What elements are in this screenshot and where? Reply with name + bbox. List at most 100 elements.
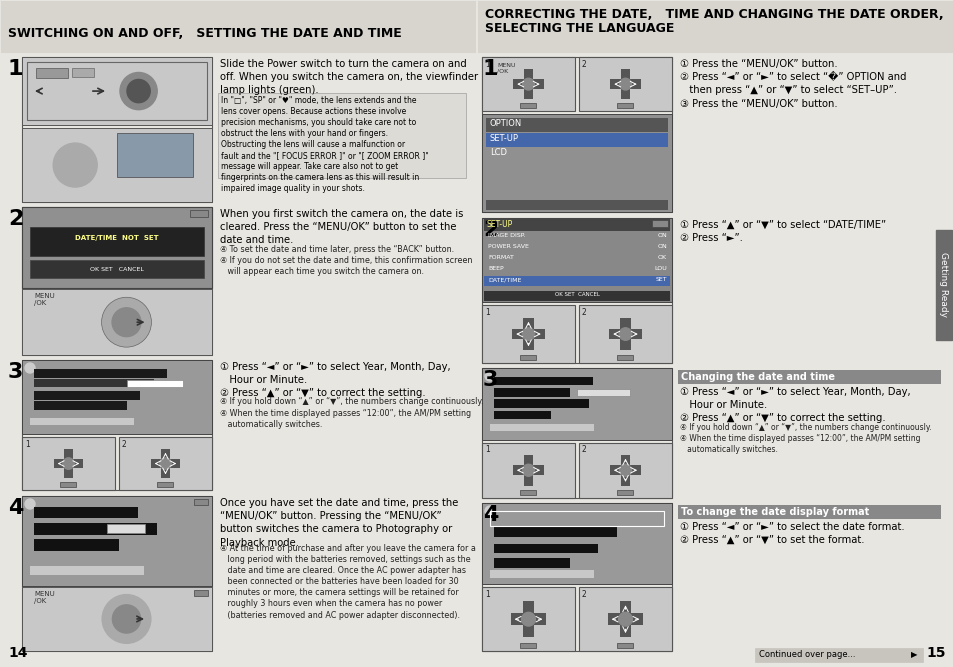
Bar [34, 507, 138, 518]
Bar [22, 360, 212, 434]
Bar [22, 57, 212, 125]
Bar [513, 79, 543, 89]
Text: 2: 2 [482, 220, 497, 240]
Text: 1: 1 [8, 59, 24, 79]
Text: Continued over page...: Continued over page... [759, 650, 855, 659]
Bar [485, 118, 667, 132]
Circle shape [484, 371, 495, 381]
Bar [485, 200, 667, 210]
Bar [610, 79, 640, 89]
Text: Once you have set the date and time, press the
“MENU/OK” button. Pressing the “M: Once you have set the date and time, pre… [220, 498, 457, 548]
Bar [481, 588, 575, 651]
Bar [22, 360, 212, 490]
Bar [481, 57, 671, 212]
Text: ① Press “▲” or “▼” to select “DATE/TIME”
② Press “►”.: ① Press “▲” or “▼” to select “DATE/TIME”… [679, 220, 885, 243]
Circle shape [159, 458, 171, 470]
Bar [678, 370, 940, 384]
Text: ④ To set the date and time later, press the “BACK” button.
④ If you do not set t: ④ To set the date and time later, press … [220, 245, 472, 275]
Text: ① Press “◄” or “►” to select the date format.
② Press “▲” or “▼” to set the form: ① Press “◄” or “►” to select the date fo… [679, 522, 903, 545]
Circle shape [59, 149, 91, 181]
Bar [481, 503, 671, 584]
Bar [193, 590, 208, 596]
Text: 4: 4 [482, 505, 497, 525]
Bar [494, 411, 551, 420]
Text: DATE/TIME  NOT  SET: DATE/TIME NOT SET [75, 235, 158, 241]
Text: ▶: ▶ [909, 650, 916, 659]
Bar [27, 62, 207, 120]
Bar [609, 466, 640, 476]
Bar [22, 496, 212, 586]
Bar [494, 377, 592, 385]
Bar [22, 437, 115, 490]
Bar [117, 133, 193, 177]
Circle shape [25, 499, 35, 509]
Text: ④ If you hold down “▲” or “▼”, the numbers change continuously.
④ When the time : ④ If you hold down “▲” or “▼”, the numbe… [220, 398, 483, 429]
Bar [619, 455, 630, 486]
Bar [481, 368, 671, 440]
Text: 2: 2 [122, 440, 127, 449]
Bar [22, 496, 212, 651]
Text: ON: ON [657, 233, 666, 238]
Text: 1: 1 [25, 440, 30, 449]
Bar [577, 389, 630, 396]
Bar [494, 528, 617, 537]
Bar [60, 482, 76, 487]
Bar [523, 318, 533, 350]
Text: ① Press “◄” or “►” to select Year, Month, Day,
   Hour or Minute.
② Press “▲” or: ① Press “◄” or “►” to select Year, Month… [679, 387, 910, 424]
Text: 1: 1 [482, 59, 498, 79]
Bar [34, 402, 127, 410]
Bar [483, 291, 669, 301]
Text: 2: 2 [581, 590, 586, 600]
Bar [481, 368, 671, 498]
Circle shape [618, 464, 631, 476]
Bar [34, 523, 157, 535]
Bar [617, 355, 633, 360]
Text: ① Press “◄” or “►” to select Year, Month, Day,
   Hour or Minute.
② Press “▲” or: ① Press “◄” or “►” to select Year, Month… [220, 362, 450, 398]
Bar [22, 587, 212, 651]
Circle shape [112, 307, 141, 337]
Text: 1: 1 [484, 60, 489, 69]
Bar [160, 449, 170, 478]
Circle shape [120, 73, 157, 109]
Circle shape [521, 612, 535, 626]
Text: OPTION: OPTION [490, 119, 521, 128]
Text: 2: 2 [581, 446, 586, 454]
Text: 1: 1 [484, 308, 489, 317]
Bar [578, 588, 671, 651]
Bar [490, 570, 594, 578]
Bar [617, 490, 633, 495]
Bar [483, 219, 669, 231]
Text: When you first switch the camera on, the date is
cleared. Press the “MENU/OK” bu: When you first switch the camera on, the… [220, 209, 463, 245]
Bar [64, 449, 73, 478]
Bar [607, 614, 642, 625]
Text: MENU
/OK: MENU /OK [34, 591, 54, 604]
Text: FORMAT: FORMAT [488, 255, 514, 260]
Bar [483, 276, 669, 286]
Bar [108, 524, 146, 533]
Text: SELECTING THE LANGUAGE: SELECTING THE LANGUAGE [484, 22, 674, 35]
Text: CORRECTING THE DATE,   TIME AND CHANGING THE DATE ORDER,: CORRECTING THE DATE, TIME AND CHANGING T… [484, 8, 943, 21]
Bar [481, 305, 575, 363]
Text: OK SET  CANCEL: OK SET CANCEL [554, 292, 598, 297]
Bar [30, 418, 134, 425]
Bar [481, 218, 671, 302]
Text: 3: 3 [482, 370, 497, 390]
Text: 2: 2 [581, 60, 586, 69]
Bar [490, 511, 663, 526]
Circle shape [25, 363, 35, 373]
Circle shape [522, 78, 534, 90]
Bar [34, 391, 140, 400]
Text: 4: 4 [8, 498, 24, 518]
Text: LOU: LOU [654, 266, 666, 271]
Bar [935, 230, 951, 340]
Bar [34, 539, 119, 551]
Text: MENU
/OK: MENU /OK [34, 293, 54, 306]
Text: 2: 2 [8, 209, 24, 229]
Bar [30, 260, 204, 278]
Bar [30, 566, 144, 575]
Bar [494, 400, 588, 408]
Text: SET: SET [655, 277, 666, 282]
Text: To change the date display format: To change the date display format [680, 507, 868, 517]
Bar [523, 69, 533, 99]
Bar [513, 466, 543, 476]
